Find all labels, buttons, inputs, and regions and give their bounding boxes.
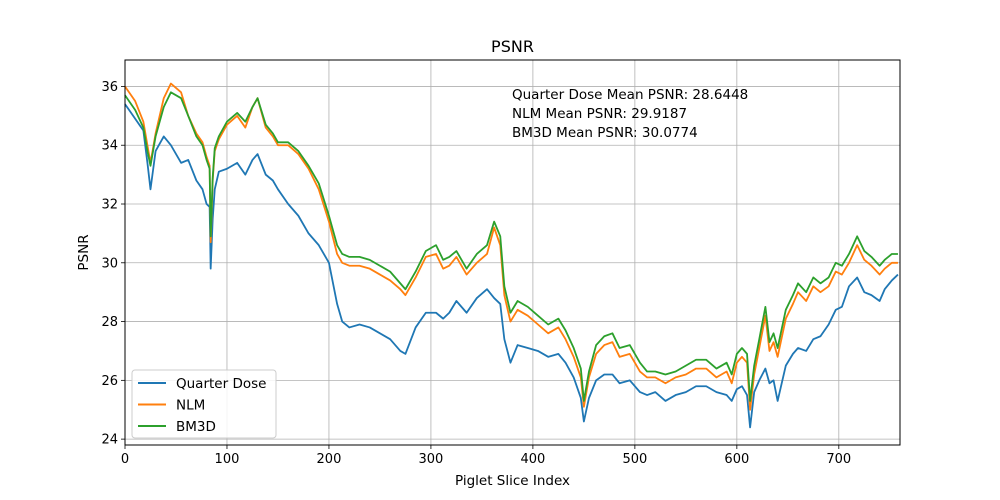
x-tick-label: 600 bbox=[724, 452, 749, 467]
legend-label: BM3D bbox=[176, 419, 216, 435]
x-tick-label: 0 bbox=[121, 452, 129, 467]
plot-frame bbox=[124, 59, 901, 446]
x-tick-label: 400 bbox=[520, 452, 545, 467]
y-tick-label: 30 bbox=[101, 256, 118, 271]
annotation-nlm-mean: NLM Mean PSNR: 29.9187 bbox=[512, 106, 687, 122]
y-tick-label: 36 bbox=[101, 80, 118, 95]
legend-box bbox=[131, 369, 277, 439]
grid bbox=[124, 60, 900, 445]
x-axis-label: Piglet Slice Index bbox=[455, 473, 570, 489]
x-tick-label: 300 bbox=[419, 452, 444, 467]
y-tick-label: 32 bbox=[101, 198, 118, 213]
series-line-nlm bbox=[124, 82, 898, 411]
legend-label: NLM bbox=[176, 398, 205, 414]
y-axis-label: PSNR bbox=[76, 234, 92, 270]
y-tick-label: 28 bbox=[101, 315, 118, 330]
x-axis-ticks: 0 100 200 300 400 500 600 700 bbox=[121, 445, 851, 467]
x-tick-label: 100 bbox=[215, 452, 240, 467]
y-tick-label: 24 bbox=[101, 433, 118, 448]
y-axis-ticks: 24 26 28 30 32 34 36 bbox=[101, 80, 125, 448]
series-line-quarter-dose bbox=[124, 103, 899, 429]
series-lines bbox=[124, 82, 899, 429]
chart-title: PSNR bbox=[491, 37, 534, 56]
annotation-bm3d-mean: BM3D Mean PSNR: 30.0774 bbox=[512, 125, 698, 141]
x-tick-label: 700 bbox=[826, 452, 851, 467]
annotation-quarter-dose-mean: Quarter Dose Mean PSNR: 28.6448 bbox=[512, 87, 748, 103]
y-tick-label: 34 bbox=[101, 139, 118, 154]
x-tick-label: 200 bbox=[317, 452, 342, 467]
x-tick-label: 500 bbox=[622, 452, 647, 467]
legend: Quarter Dose NLM BM3D bbox=[131, 369, 277, 439]
legend-label: Quarter Dose bbox=[176, 376, 266, 392]
series-line-bm3d bbox=[124, 91, 898, 402]
mean-psnr-annotations: Quarter Dose Mean PSNR: 28.6448 NLM Mean… bbox=[512, 87, 748, 141]
y-tick-label: 26 bbox=[101, 374, 118, 389]
